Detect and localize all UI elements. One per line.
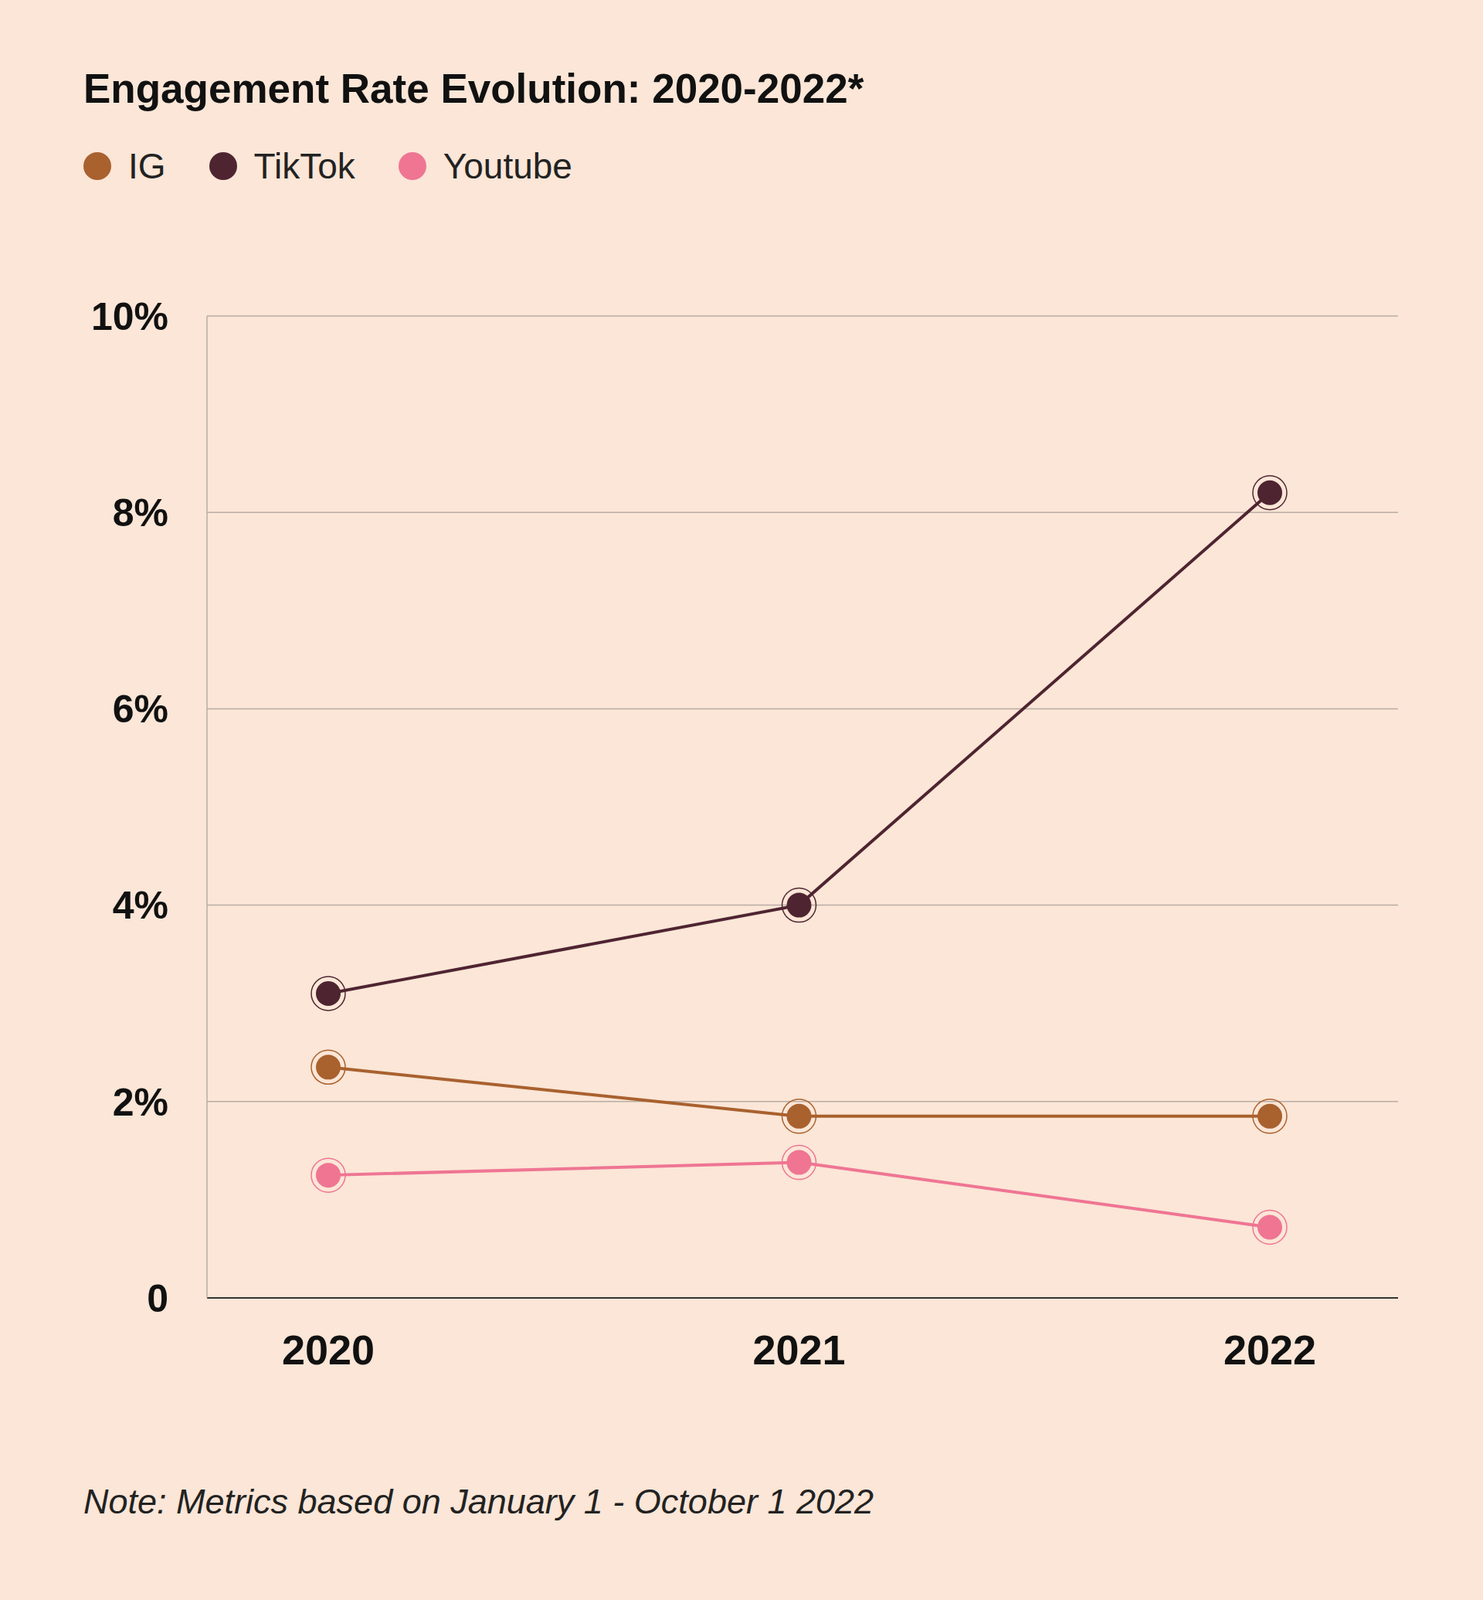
svg-text:2021: 2021 (752, 1326, 846, 1373)
html-text:Note: Metrics based on January: Note: Metrics based on January 1 - Octob… (83, 1481, 874, 1521)
html-text:Engagement Rate Evolution: 202: Engagement Rate Evolution: 2020-2022* (83, 65, 864, 112)
svg-text:2%: 2% (112, 1080, 169, 1124)
html-text:Youtube: Youtube (443, 145, 573, 187)
svg-text:4%: 4% (112, 883, 169, 927)
svg-text:2022: 2022 (1223, 1326, 1317, 1373)
html-text:IG: IG (128, 145, 166, 187)
html-text:TikTok: TikTok (253, 145, 356, 187)
svg-text:6%: 6% (112, 687, 169, 731)
svg-text:8%: 8% (112, 491, 169, 535)
svg-text:10%: 10% (91, 295, 169, 339)
svg-text:0: 0 (146, 1276, 169, 1321)
svg-text:2020: 2020 (281, 1326, 375, 1373)
